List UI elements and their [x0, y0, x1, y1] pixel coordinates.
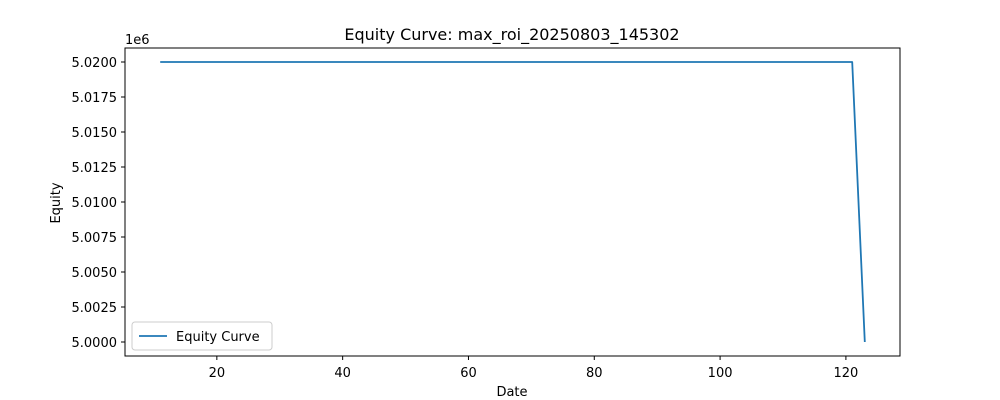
- series-layer: [160, 61, 866, 343]
- series-line-equity-curve: [160, 61, 866, 343]
- y-tick-label: 5.0000: [72, 336, 118, 351]
- x-ticks: 20 40 60 80 100 120: [209, 356, 858, 381]
- x-axis-label: Date: [496, 385, 527, 400]
- y-tick-label: 5.0150: [72, 126, 118, 141]
- x-tick-label: 60: [460, 366, 477, 381]
- y-tick-label: 5.0050: [72, 266, 118, 281]
- y-tick-label: 5.0175: [72, 91, 118, 106]
- plot-frame: [124, 47, 901, 357]
- x-tick-label: 120: [833, 366, 858, 381]
- x-tick-label: 100: [708, 366, 733, 381]
- chart-title: Equity Curve: max_roi_20250803_145302: [344, 25, 679, 45]
- y-offset-label: 1e6: [125, 33, 150, 48]
- y-ticks: 5.0000 5.0025 5.0050 5.0075 5.0100 5.0125 5.01…: [72, 56, 125, 351]
- x-tick-label: 40: [334, 366, 351, 381]
- y-tick-label: 5.0025: [72, 301, 118, 316]
- legend: Equity Curve: [131, 321, 273, 351]
- y-axis-label: Equity: [49, 182, 64, 223]
- y-tick-label: 5.0075: [72, 231, 118, 246]
- y-tick-label: 5.0100: [72, 196, 118, 211]
- legend-entry-equity-curve: Equity Curve: [176, 330, 260, 345]
- y-tick-label: 5.0125: [72, 161, 118, 176]
- y-tick-label: 5.0200: [72, 56, 118, 71]
- x-tick-label: 20: [209, 366, 226, 381]
- x-tick-label: 80: [586, 366, 603, 381]
- legend-box: [131, 321, 273, 351]
